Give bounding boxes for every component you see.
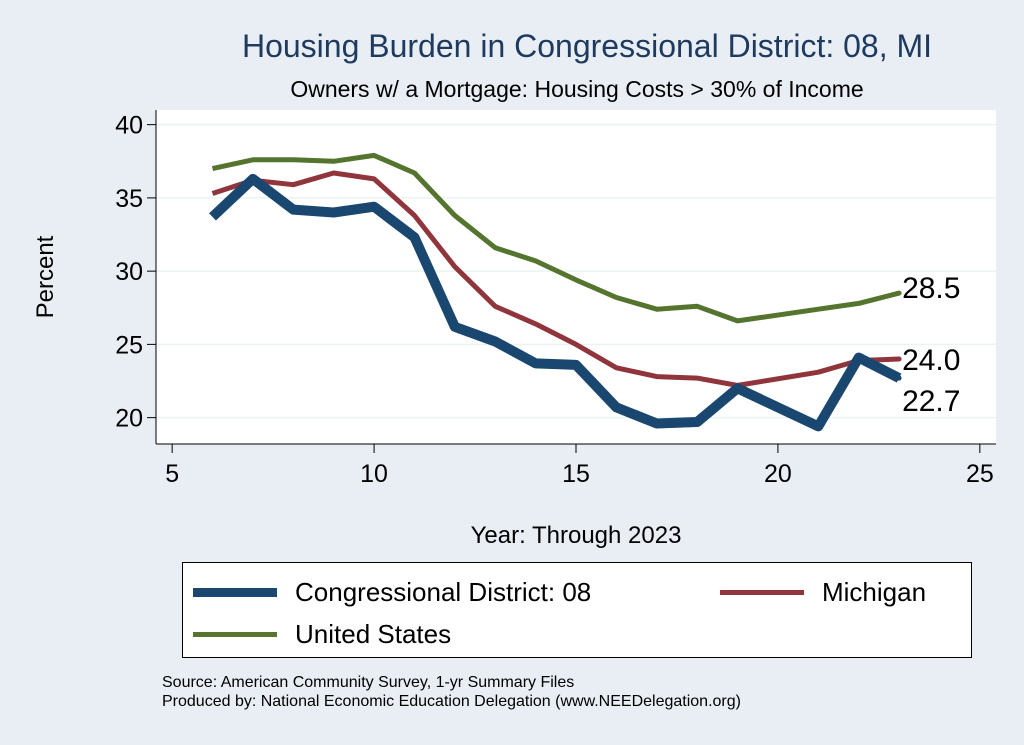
end-label-us: 28.5	[902, 272, 960, 305]
legend-swatch-district	[193, 588, 277, 597]
x-tick-label: 15	[562, 460, 590, 488]
end-labels: 22.7 24.0 28.5	[896, 272, 960, 418]
chart-title: Housing Burden in Congressional District…	[241, 28, 933, 64]
legend-item-michigan: Michigan	[720, 577, 926, 608]
legend-label-us: United States	[295, 619, 452, 649]
series-line-district	[209, 173, 902, 432]
axes: 20 25 30 35 40 5 10 15 20 25	[115, 110, 996, 488]
y-tick-label: 20	[115, 405, 143, 433]
plot-area	[156, 110, 996, 444]
x-tick-label: 20	[764, 460, 792, 488]
y-tick-label: 40	[115, 112, 143, 140]
y-axis-label: Percent	[32, 235, 59, 318]
end-label-district: 22.7	[902, 385, 960, 418]
end-label-michigan: 24.0	[902, 344, 960, 377]
x-axis-label: Year: Through 2023	[471, 522, 682, 549]
producer-line: Produced by: National Economic Education…	[162, 693, 741, 710]
legend-label-district: Congressional District: 08	[295, 577, 592, 607]
y-tick-label: 25	[115, 331, 143, 359]
end-point	[896, 356, 902, 362]
x-tick-label: 10	[360, 460, 388, 488]
legend-item-district: Congressional District: 08	[193, 577, 591, 608]
x-tick-label: 25	[966, 460, 994, 488]
legend-item-us: United States	[193, 619, 451, 650]
x-tick-label: 5	[165, 460, 179, 488]
legend-label-michigan: Michigan	[822, 577, 927, 607]
y-tick-label: 35	[115, 185, 143, 213]
chart-subtitle: Owners w/ a Mortgage: Housing Costs > 30…	[290, 76, 864, 102]
y-tick-label: 30	[115, 258, 143, 286]
series-line-us	[211, 152, 900, 324]
source-note: Source: American Community Survey, 1-yr …	[162, 673, 741, 711]
source-line: Source: American Community Survey, 1-yr …	[162, 674, 575, 691]
legend-swatch-us	[193, 632, 277, 637]
legend-swatch-michigan	[720, 590, 804, 595]
end-point	[896, 375, 902, 381]
end-point	[896, 290, 902, 296]
series-line-michigan	[211, 170, 900, 388]
legend: Congressional District: 08 Michigan Unit…	[182, 562, 972, 658]
series-lines	[209, 152, 902, 432]
gridlines	[156, 123, 996, 419]
